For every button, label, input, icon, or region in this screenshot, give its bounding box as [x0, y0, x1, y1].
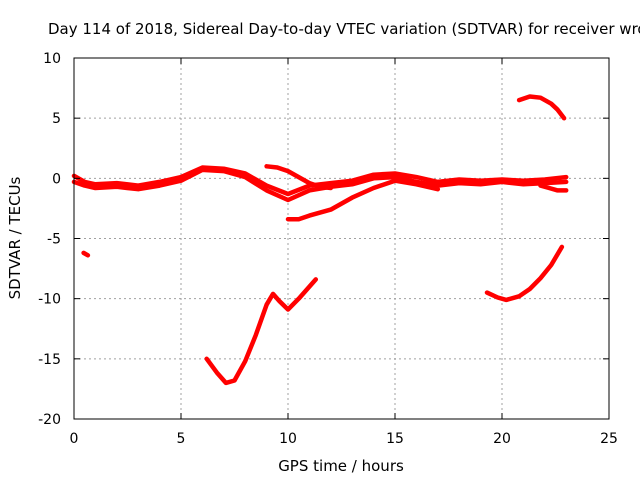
series-band-9-12: [264, 164, 334, 191]
y-tick-label: -15: [38, 352, 61, 368]
series-tail-22-23: [538, 183, 569, 193]
y-tick-label: 5: [52, 111, 61, 127]
series-main-band-b: [71, 167, 569, 203]
x-tick-label: 10: [279, 431, 297, 447]
x-tick-label: 5: [177, 431, 186, 447]
y-tick-labels: -20 -15 -10 -5 0 5 10: [38, 51, 61, 428]
series-rise-10-15: [285, 178, 441, 222]
data-series: [71, 94, 569, 386]
y-tick-label: 0: [52, 171, 61, 187]
x-tick-label: 20: [493, 431, 511, 447]
series-main-band-a: [71, 165, 569, 197]
series-isolated-0.5: [81, 250, 91, 258]
y-axis-label: SDTVAR / TECUs: [6, 176, 24, 299]
series-dip-6-9: [204, 277, 319, 386]
axis-ticks: [73, 57, 610, 420]
series-dip-19-23: [484, 244, 565, 303]
grid-lines: [74, 58, 609, 419]
y-tick-label: -5: [47, 232, 61, 248]
y-tick-label: 10: [43, 51, 61, 67]
x-tick-label: 15: [386, 431, 404, 447]
x-tick-label: 0: [70, 431, 79, 447]
x-tick-labels: 0 5 10 15 20 25: [70, 431, 618, 447]
x-axis-label: GPS time / hours: [278, 457, 404, 475]
x-tick-label: 25: [600, 431, 618, 447]
y-tick-label: -20: [38, 412, 61, 428]
y-tick-label: -10: [38, 292, 61, 308]
chart-title: Day 114 of 2018, Sidereal Day-to-day VTE…: [48, 20, 640, 38]
series-high-21-23: [516, 94, 567, 121]
